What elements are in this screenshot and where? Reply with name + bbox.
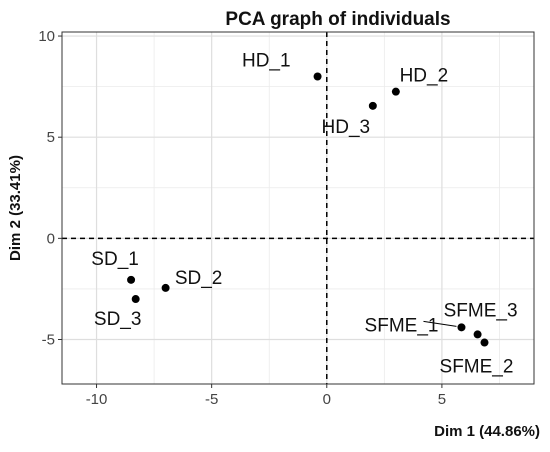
y-tick-label: -5	[42, 331, 55, 348]
x-tick-label: -10	[86, 391, 108, 408]
y-tick-label: 5	[47, 129, 55, 146]
point-label: SD_3	[94, 309, 142, 330]
x-tick-label: 5	[438, 391, 446, 408]
data-point	[391, 87, 400, 96]
point-label: SD_2	[175, 268, 223, 289]
data-point	[473, 330, 482, 339]
data-point	[161, 283, 170, 292]
reference-lines	[62, 32, 534, 384]
y-tick-label: 0	[47, 230, 55, 247]
point-label: SFME_1	[365, 315, 439, 336]
data-point	[127, 275, 136, 284]
x-tick-label: 0	[323, 391, 331, 408]
point-label: HD_1	[242, 51, 291, 72]
data-point	[368, 101, 377, 110]
point-label: SFME_3	[444, 300, 518, 321]
point-label: HD_3	[322, 117, 371, 138]
y-axis-title: Dim 2 (33.41%)	[7, 155, 24, 261]
chart-title: PCA graph of individuals	[225, 9, 450, 30]
data-point	[480, 338, 489, 347]
data-point	[131, 295, 140, 304]
points-layer	[127, 72, 489, 347]
ticks-layer: -10 -5 0 5 -5 0 5 10	[38, 28, 446, 408]
grid-layer	[62, 32, 534, 384]
data-point	[313, 72, 322, 81]
label-connectors	[423, 320, 457, 327]
x-tick-label: -5	[205, 391, 218, 408]
point-label: SFME_2	[440, 357, 514, 378]
data-point	[457, 323, 466, 332]
y-tick-label: 10	[38, 28, 55, 45]
point-label: HD_2	[400, 66, 449, 87]
point-label: SD_1	[91, 249, 139, 270]
label-connector	[423, 320, 457, 327]
plot-panel-border	[61, 31, 535, 385]
x-axis-title: Dim 1 (44.86%)	[434, 423, 540, 440]
